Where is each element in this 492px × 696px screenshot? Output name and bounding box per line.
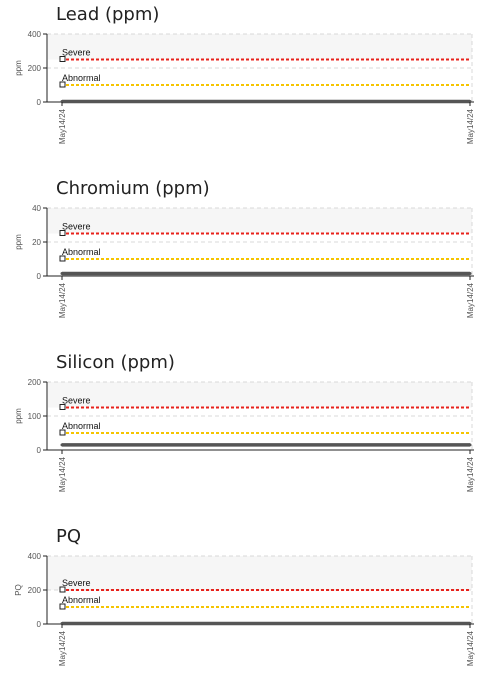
y-tick-label: 0	[37, 620, 42, 629]
data-point	[60, 271, 64, 275]
data-point	[60, 443, 64, 447]
lead-chart: Lead (ppm) 0 200 400 ppm Severe Abnormal May14…	[0, 4, 492, 174]
x-tick-label: May14/24	[466, 108, 475, 144]
chromium-plot: 0 20 40 ppm Severe Abnormal May14/24 May14/24	[14, 204, 475, 318]
x-tick-label: May14/24	[58, 456, 67, 492]
pq-chart: PQ 0 200 400 PQ Severe Abnormal May14/24 May14/…	[0, 526, 492, 696]
threshold-marker	[59, 404, 66, 410]
y-tick-label: 0	[37, 98, 42, 107]
threshold-marker	[59, 586, 66, 593]
chart-title: PQ	[56, 526, 82, 547]
y-tick-label: 200	[28, 378, 42, 387]
chart-title: Lead (ppm)	[56, 4, 160, 25]
threshold-marker	[59, 429, 66, 436]
x-tick-label: May14/24	[58, 108, 67, 144]
lead-plot: 0 200 400 ppm Severe Abnormal May14/24 May14/24	[14, 30, 475, 144]
y-axis-label: PQ	[14, 584, 23, 596]
threshold-label: Abnormal	[62, 595, 101, 605]
threshold-marker	[59, 81, 66, 88]
x-tick-label: May14/24	[466, 630, 475, 666]
y-tick-label: 20	[32, 238, 41, 247]
threshold-marker	[59, 230, 66, 236]
y-tick-label: 40	[32, 204, 41, 213]
severe-zone	[48, 556, 472, 590]
threshold-label: Severe	[62, 396, 91, 406]
threshold-label: Abnormal	[62, 73, 101, 83]
threshold-marker	[59, 255, 66, 262]
y-axis-label: ppm	[14, 60, 23, 76]
chart-title: Silicon (ppm)	[56, 352, 175, 373]
y-tick-label: 200	[28, 586, 42, 595]
silicon-plot: 0 100 200 ppm Severe Abnormal May14/24 May14/24	[14, 378, 475, 492]
threshold-label: Severe	[62, 578, 91, 588]
threshold-marker	[59, 56, 66, 62]
y-tick-label: 400	[28, 30, 42, 39]
data-point	[60, 99, 64, 103]
y-axis-label: ppm	[14, 234, 23, 250]
data-point	[60, 621, 64, 625]
data-point	[468, 621, 472, 625]
x-tick-label: May14/24	[466, 282, 475, 318]
severe-zone	[48, 34, 472, 60]
data-point	[468, 271, 472, 275]
threshold-label: Abnormal	[62, 247, 101, 257]
data-point	[468, 443, 472, 447]
pq-plot: 0 200 400 PQ Severe Abnormal May14/24 May14/24	[14, 552, 475, 666]
y-tick-label: 0	[37, 446, 42, 455]
x-tick-label: May14/24	[58, 282, 67, 318]
severe-zone	[48, 382, 472, 408]
y-tick-label: 400	[28, 552, 42, 561]
y-axis-label: ppm	[14, 408, 23, 424]
data-point	[468, 99, 472, 103]
y-tick-label: 0	[37, 272, 42, 281]
y-tick-label: 100	[28, 412, 42, 421]
threshold-label: Abnormal	[62, 421, 101, 431]
threshold-marker	[59, 603, 66, 610]
threshold-label: Severe	[62, 48, 91, 58]
threshold-label: Severe	[62, 222, 91, 232]
y-tick-label: 200	[28, 64, 42, 73]
silicon-chart: Silicon (ppm) 0 100 200 ppm Severe Abnormal Ma…	[0, 352, 492, 522]
chromium-chart: Chromium (ppm) 0 20 40 ppm Severe Abnormal May…	[0, 178, 492, 348]
chart-title: Chromium (ppm)	[56, 178, 210, 199]
x-tick-label: May14/24	[466, 456, 475, 492]
x-tick-label: May14/24	[58, 630, 67, 666]
severe-zone	[48, 208, 472, 234]
